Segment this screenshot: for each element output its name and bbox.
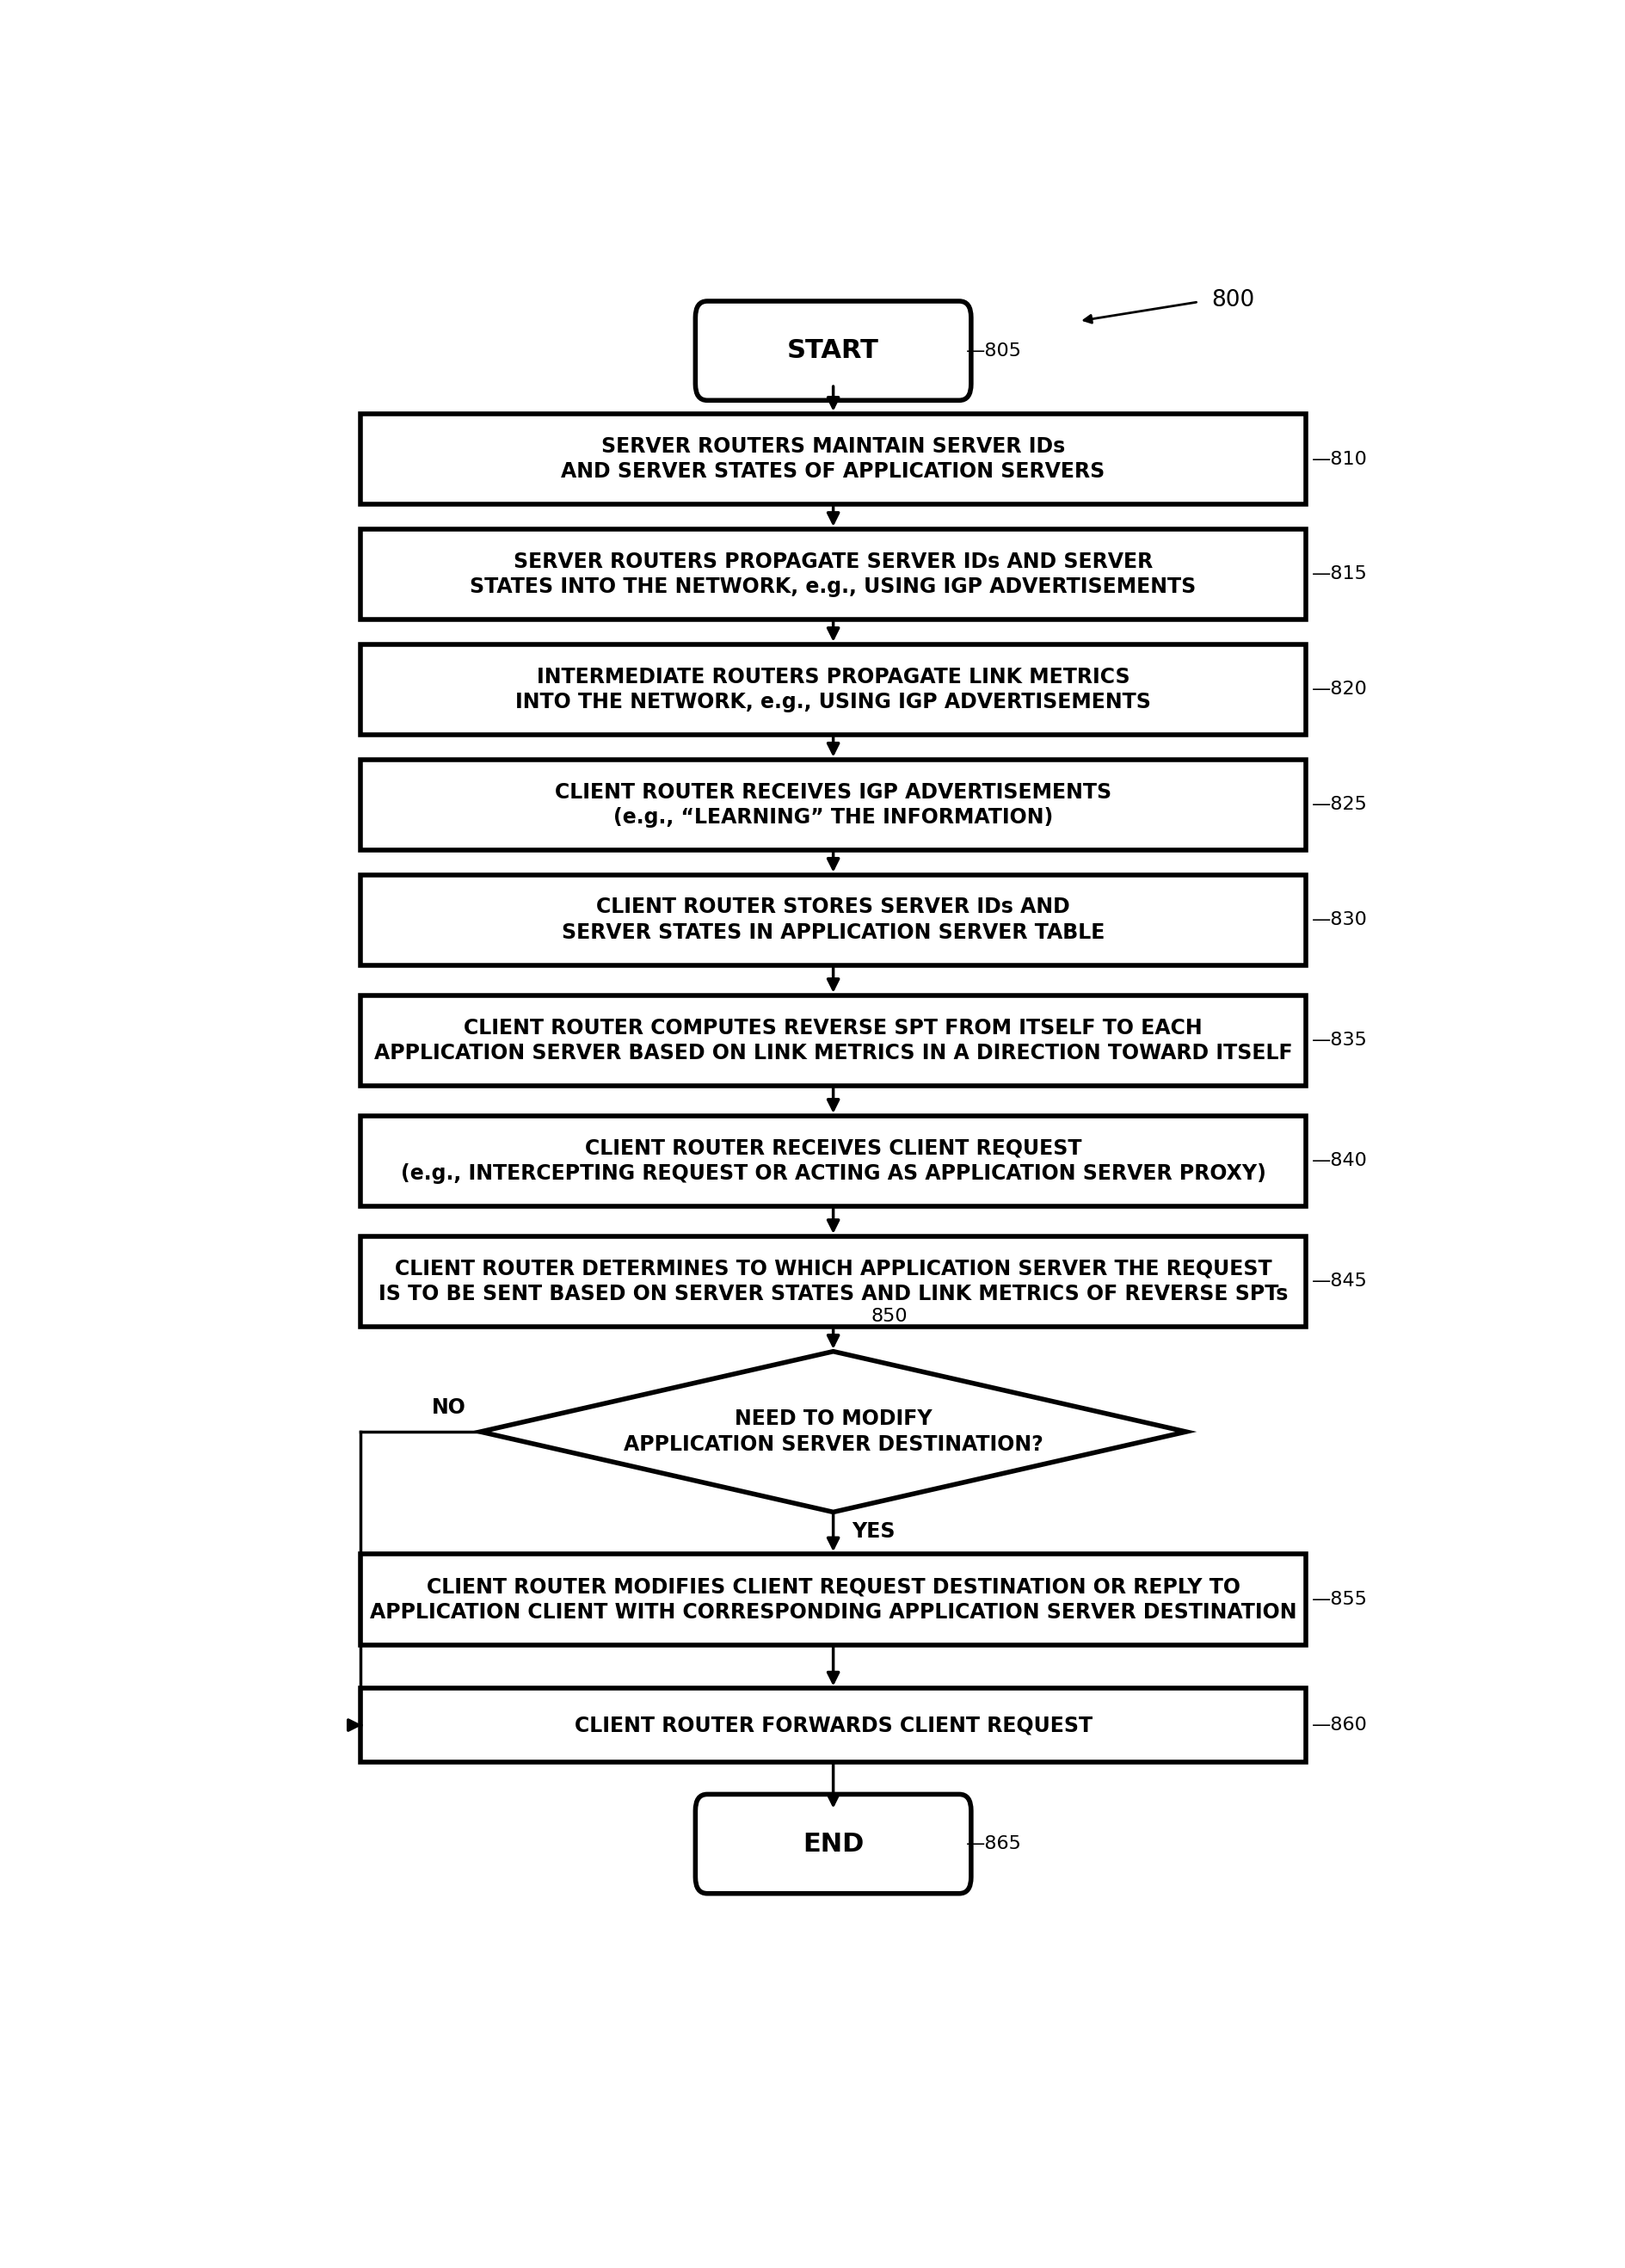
Text: NEED TO MODIFY
APPLICATION SERVER DESTINATION?: NEED TO MODIFY APPLICATION SERVER DESTIN… (622, 1408, 1043, 1454)
Text: —865: —865 (965, 1835, 1021, 1853)
Text: SERVER ROUTERS MAINTAIN SERVER IDs
AND SERVER STATES OF APPLICATION SERVERS: SERVER ROUTERS MAINTAIN SERVER IDs AND S… (561, 435, 1105, 483)
Text: 850: 850 (871, 1309, 907, 1325)
Text: YES: YES (852, 1522, 895, 1542)
Text: CLIENT ROUTER FORWARDS CLIENT REQUEST: CLIENT ROUTER FORWARDS CLIENT REQUEST (574, 1715, 1092, 1735)
Text: 800: 800 (1211, 288, 1254, 311)
Text: CLIENT ROUTER RECEIVES IGP ADVERTISEMENTS
(e.g., “LEARNING” THE INFORMATION): CLIENT ROUTER RECEIVES IGP ADVERTISEMENT… (554, 782, 1112, 828)
Polygon shape (481, 1352, 1186, 1513)
FancyBboxPatch shape (695, 1794, 970, 1894)
Text: CLIENT ROUTER COMPUTES REVERSE SPT FROM ITSELF TO EACH
APPLICATION SERVER BASED : CLIENT ROUTER COMPUTES REVERSE SPT FROM … (374, 1018, 1292, 1064)
Bar (361, 413, 1305, 503)
Text: SERVER ROUTERS PROPAGATE SERVER IDs AND SERVER
STATES INTO THE NETWORK, e.g., US: SERVER ROUTERS PROPAGATE SERVER IDs AND … (470, 551, 1196, 596)
Bar (361, 1116, 1305, 1207)
Text: CLIENT ROUTER MODIFIES CLIENT REQUEST DESTINATION OR REPLY TO
APPLICATION CLIENT: CLIENT ROUTER MODIFIES CLIENT REQUEST DE… (369, 1576, 1297, 1622)
Text: —810: —810 (1311, 451, 1367, 467)
Text: —830: —830 (1311, 912, 1367, 928)
Text: —855: —855 (1311, 1590, 1367, 1608)
Text: CLIENT ROUTER RECEIVES CLIENT REQUEST
(e.g., INTERCEPTING REQUEST OR ACTING AS A: CLIENT ROUTER RECEIVES CLIENT REQUEST (e… (400, 1139, 1266, 1184)
Text: —840: —840 (1311, 1152, 1367, 1170)
Bar (361, 528, 1305, 619)
Text: NO: NO (432, 1397, 466, 1418)
Text: —815: —815 (1311, 565, 1367, 583)
Bar (361, 1236, 1305, 1327)
Text: INTERMEDIATE ROUTERS PROPAGATE LINK METRICS
INTO THE NETWORK, e.g., USING IGP AD: INTERMEDIATE ROUTERS PROPAGATE LINK METR… (515, 667, 1150, 712)
Bar (361, 875, 1305, 966)
Text: CLIENT ROUTER DETERMINES TO WHICH APPLICATION SERVER THE REQUEST
IS TO BE SENT B: CLIENT ROUTER DETERMINES TO WHICH APPLIC… (379, 1259, 1287, 1304)
Bar (361, 996, 1305, 1086)
Text: —860: —860 (1311, 1717, 1367, 1733)
Text: START: START (786, 338, 879, 363)
Text: —825: —825 (1311, 796, 1367, 814)
Text: CLIENT ROUTER STORES SERVER IDs AND
SERVER STATES IN APPLICATION SERVER TABLE: CLIENT ROUTER STORES SERVER IDs AND SERV… (561, 896, 1105, 943)
Bar (361, 644, 1305, 735)
Text: —805: —805 (965, 342, 1021, 358)
Text: —835: —835 (1311, 1032, 1367, 1050)
Bar (361, 1554, 1305, 1644)
Text: —820: —820 (1311, 680, 1367, 699)
Text: —845: —845 (1311, 1272, 1367, 1290)
Bar (361, 760, 1305, 850)
Text: END: END (803, 1830, 863, 1857)
Bar (361, 1687, 1305, 1762)
FancyBboxPatch shape (695, 302, 970, 401)
